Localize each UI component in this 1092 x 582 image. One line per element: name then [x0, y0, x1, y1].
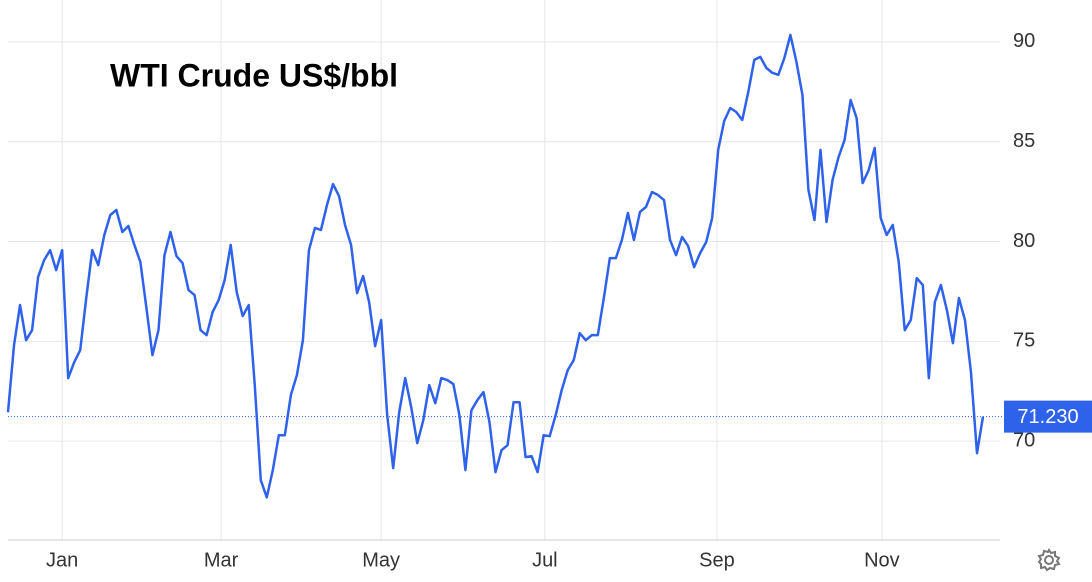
- x-tick-label: Jul: [532, 549, 558, 571]
- x-tick-label: Jan: [46, 549, 78, 571]
- x-tick-label: Sep: [699, 549, 735, 571]
- x-tick-label: Nov: [864, 549, 900, 571]
- y-tick-label: 75: [1013, 330, 1035, 352]
- last-price-box: [1004, 400, 1092, 433]
- y-tick-label: 85: [1013, 130, 1035, 152]
- x-tick-label: May: [362, 549, 400, 571]
- y-tick-label: 70: [1013, 429, 1035, 451]
- settings-icon[interactable]: [1037, 548, 1061, 572]
- last-price-label: 71.230: [1017, 406, 1078, 428]
- y-tick-label: 80: [1013, 230, 1035, 252]
- price-line: [6, 33, 985, 499]
- plot: [6, 33, 1004, 499]
- chart-title: WTI Crude US$/bbl: [110, 57, 398, 93]
- y-tick-label: 90: [1013, 30, 1035, 52]
- x-tick-label: Mar: [204, 549, 239, 571]
